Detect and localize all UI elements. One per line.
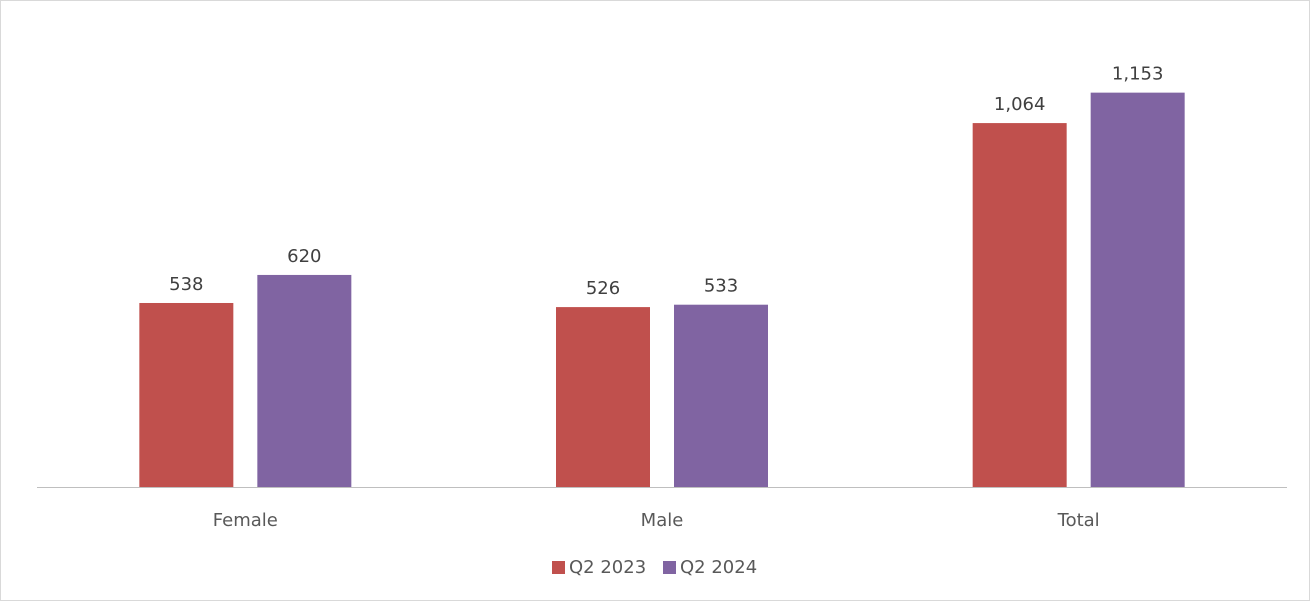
x-tick-label-male: Male: [641, 510, 684, 531]
bar-q2-2023-total: [972, 123, 1067, 487]
x-tick-label-total: Total: [1057, 510, 1100, 531]
legend-swatch-q2-2024: [663, 561, 676, 574]
bar-q2-2024-total: [1090, 92, 1185, 488]
data-label-q2-2023-female: 538: [169, 274, 203, 295]
legend: Q2 2023 Q2 2024: [552, 557, 757, 578]
data-label-q2-2024-female: 620: [287, 246, 321, 267]
bars-layer: [139, 92, 1185, 488]
legend-label-q2-2023: Q2 2023: [569, 557, 646, 578]
data-label-q2-2023-male: 526: [586, 278, 620, 299]
legend-item-q2-2024: Q2 2024: [663, 557, 757, 578]
data-label-q2-2023-total: 1,064: [994, 94, 1046, 115]
bar-q2-2024-male: [674, 304, 768, 487]
legend-item-q2-2023: Q2 2023: [552, 557, 646, 578]
bar-q2-2023-male: [556, 307, 650, 487]
value-labels-layer: 538 620 526 533 1,064 1,153: [169, 64, 1163, 299]
bar-q2-2024-female: [257, 274, 352, 487]
data-label-q2-2024-male: 533: [704, 276, 738, 297]
category-labels-layer: Female Male Total: [213, 510, 1100, 531]
x-tick-label-female: Female: [213, 510, 278, 531]
data-label-q2-2024-total: 1,153: [1112, 64, 1164, 85]
legend-swatch-q2-2023: [552, 561, 565, 574]
bar-q2-2023-female: [139, 302, 234, 487]
legend-label-q2-2024: Q2 2024: [680, 557, 757, 578]
